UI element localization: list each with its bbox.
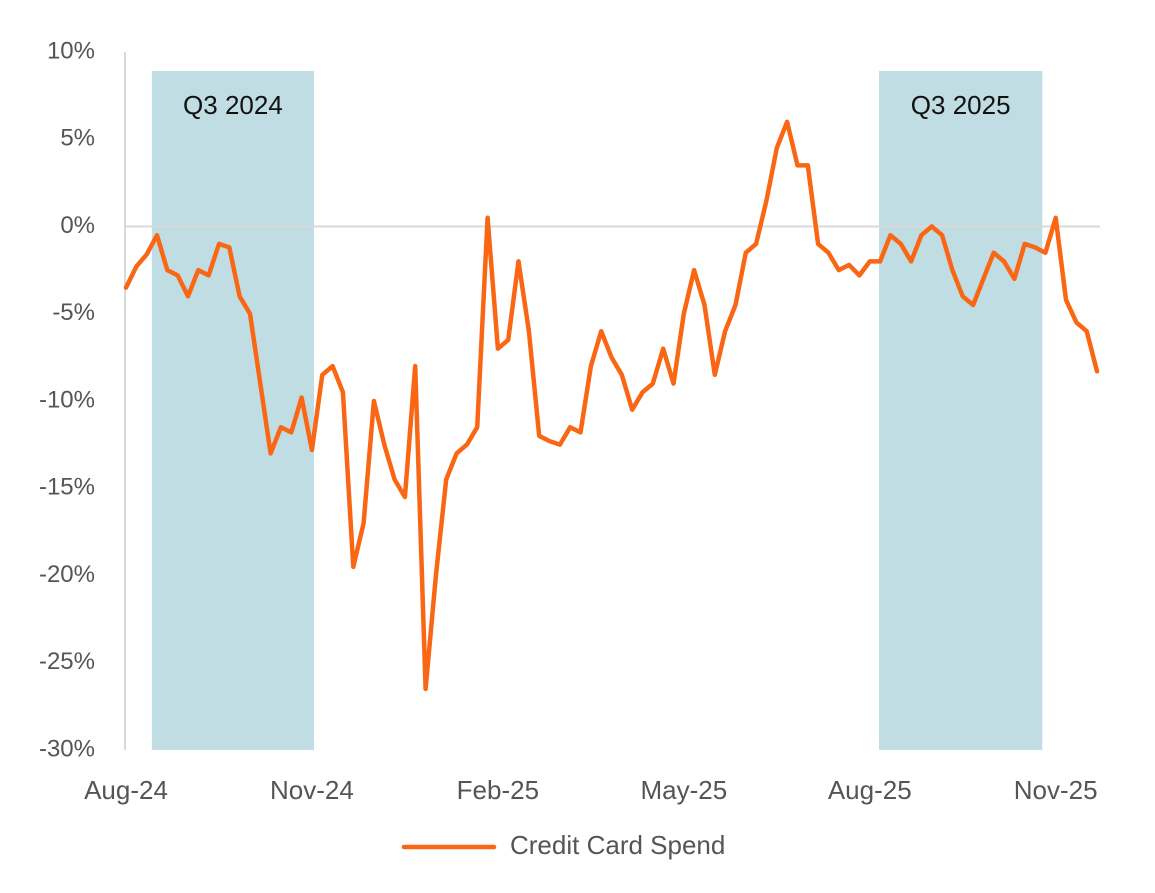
data-line <box>123 119 1100 692</box>
band-label: Q3 2024 <box>183 90 283 120</box>
y-tick-label: -10% <box>39 386 95 413</box>
quarter-band <box>879 71 1043 750</box>
y-tick-label: -15% <box>39 474 95 501</box>
y-tick-label: -25% <box>39 648 95 675</box>
y-tick-label: -20% <box>39 561 95 588</box>
y-tick-label: -30% <box>39 735 95 762</box>
x-tick-label: Nov-25 <box>1014 775 1098 805</box>
y-tick-label: 10% <box>47 37 95 64</box>
y-tick-label: -5% <box>52 299 95 326</box>
x-tick-label: Feb-25 <box>457 775 539 805</box>
y-tick-label: 5% <box>60 125 95 152</box>
band-label: Q3 2025 <box>911 90 1011 120</box>
x-tick-label: May-25 <box>640 775 727 805</box>
x-tick-label: Nov-24 <box>270 775 354 805</box>
legend-label: Credit Card Spend <box>510 830 725 860</box>
y-tick-label: 0% <box>60 212 95 239</box>
x-tick-label: Aug-25 <box>828 775 912 805</box>
quarter-band <box>151 71 315 750</box>
x-tick-label: Aug-24 <box>84 775 168 805</box>
